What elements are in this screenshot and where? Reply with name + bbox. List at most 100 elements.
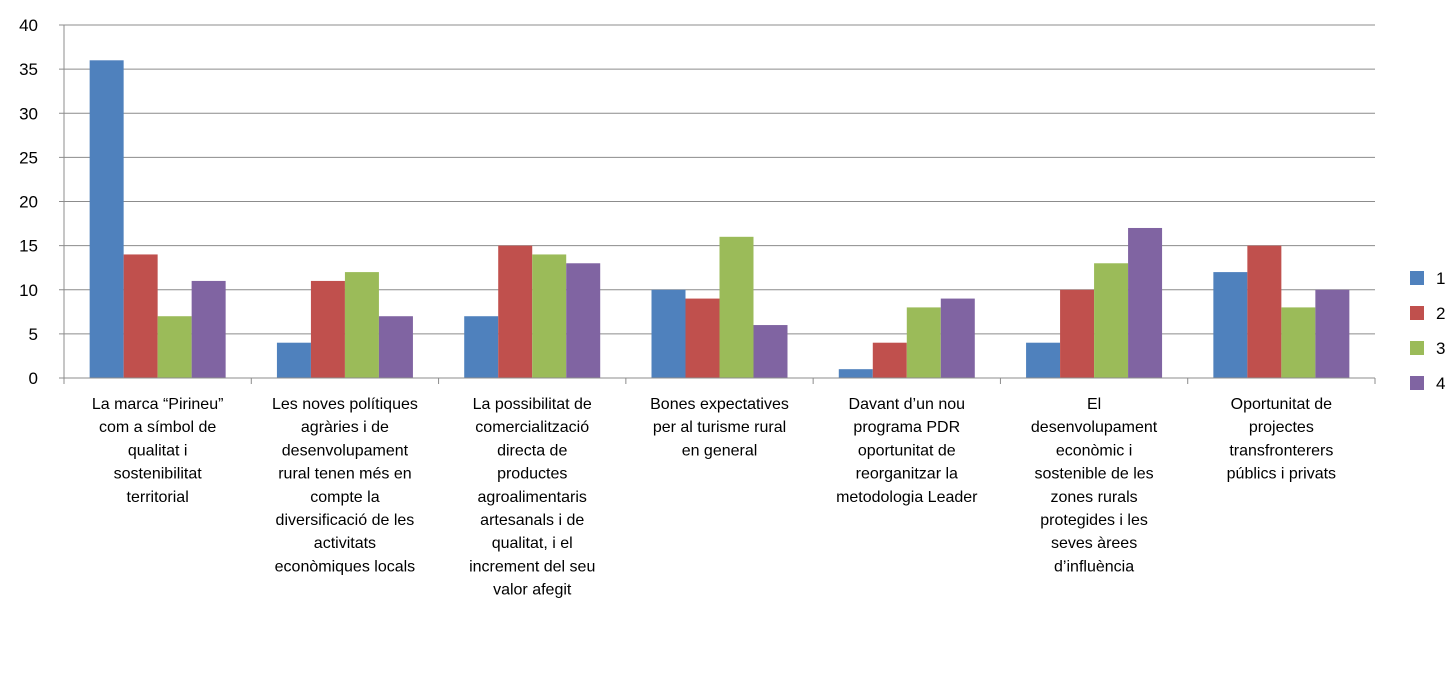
category-label-line: territorial xyxy=(127,489,189,506)
bar-series-2 xyxy=(685,298,720,378)
category-label-line: agroalimentaris xyxy=(478,489,587,506)
category-label-line: desenvolupament xyxy=(282,442,409,459)
category-label-line: qualitat i xyxy=(128,442,188,459)
category-label-line: La marca “Pirineu” xyxy=(92,396,224,413)
bar-series-1 xyxy=(464,316,499,378)
bar-series-4 xyxy=(1128,227,1163,378)
category-label-line: productes xyxy=(497,466,567,483)
category-label-line: metodologia Leader xyxy=(836,489,978,506)
category-label-line: protegides i les xyxy=(1040,512,1148,529)
category-label-line: econòmic i xyxy=(1056,442,1132,459)
legend-label-1: 1 xyxy=(1436,269,1445,288)
y-tick-label: 30 xyxy=(19,104,38,123)
category-label: Oportunitat de projectes transfronterers pú… xyxy=(1227,396,1336,483)
legend-swatch-1 xyxy=(1410,271,1424,285)
bar-series-4 xyxy=(1315,289,1350,378)
category-label-line: econòmiques locals xyxy=(275,558,416,575)
category-label-line: directa de xyxy=(497,442,567,459)
bar-series-2 xyxy=(310,280,345,378)
bar-series-1 xyxy=(651,289,686,378)
bar-series-3 xyxy=(1281,307,1316,378)
legend-label-2: 2 xyxy=(1436,304,1445,323)
bar-series-1 xyxy=(89,60,124,379)
legend-swatch-2 xyxy=(1410,306,1424,320)
legend-swatch-3 xyxy=(1410,341,1424,355)
category-label-line: Oportunitat de xyxy=(1231,396,1333,413)
bar-series-4 xyxy=(753,325,788,378)
category-label-line: diversificació de les xyxy=(276,512,415,529)
legend: 1 2 3 4 xyxy=(1410,269,1445,393)
y-tick-label: 20 xyxy=(19,193,38,212)
bar-series-3 xyxy=(719,236,754,378)
bars xyxy=(89,60,1350,379)
category-label-line: Les noves polítiques xyxy=(272,396,418,413)
category-label-line: transfronterers xyxy=(1229,442,1333,459)
category-label: El desenvolupament econòmic i sostenible de… xyxy=(1031,396,1158,575)
category-label-line: qualitat, i el xyxy=(492,535,573,552)
category-label: Davant d’un nou programa PDR oportunitat d… xyxy=(836,396,978,506)
category-label-line: projectes xyxy=(1249,419,1314,436)
category-label: Bones expectatives per al turisme rural en… xyxy=(650,396,789,459)
category-label-line: compte la xyxy=(310,489,379,506)
bar-series-4 xyxy=(566,263,601,378)
category-label: Les noves polítiques agràries i de desenvo… xyxy=(272,396,418,575)
bar-series-4 xyxy=(378,316,413,378)
bar-series-2 xyxy=(498,245,533,378)
category-label-line: sostenibilitat xyxy=(114,466,203,483)
bar-series-3 xyxy=(532,254,567,378)
bar-series-3 xyxy=(1094,263,1129,378)
category-label-line: en general xyxy=(682,442,758,459)
category-label-line: valor afegit xyxy=(493,582,572,599)
legend-label-3: 3 xyxy=(1436,339,1445,358)
y-tick-label: 40 xyxy=(19,16,38,35)
bar-series-1 xyxy=(1026,342,1061,378)
legend-swatch-4 xyxy=(1410,376,1424,390)
y-tick-label: 5 xyxy=(29,325,38,344)
bar-series-2 xyxy=(1060,289,1095,378)
category-label-line: Davant d’un nou xyxy=(849,396,966,413)
category-label-line: rural tenen més en xyxy=(278,466,411,483)
category-label-line: zones rurals xyxy=(1050,489,1137,506)
bar-series-1 xyxy=(276,342,311,378)
bar-series-1 xyxy=(838,369,873,378)
category-label-line: El xyxy=(1087,396,1101,413)
category-label: La marca “Pirineu” com a símbol de qualita… xyxy=(92,396,224,506)
bar-series-3 xyxy=(157,316,192,378)
category-label-line: La possibilitat de xyxy=(473,396,592,413)
bar-series-1 xyxy=(1213,272,1248,378)
category-label-line: d’influència xyxy=(1054,558,1134,575)
category-label-line: desenvolupament xyxy=(1031,419,1158,436)
category-label-line: Bones expectatives xyxy=(650,396,789,413)
category-label-line: com a símbol de xyxy=(99,419,216,436)
category-label-line: increment del seu xyxy=(469,558,595,575)
bar-series-4 xyxy=(940,298,975,378)
category-label-line: públics i privats xyxy=(1227,466,1336,483)
legend-label-4: 4 xyxy=(1436,374,1445,393)
y-tick-label: 15 xyxy=(19,237,38,256)
axes xyxy=(59,24,1376,384)
category-label-line: activitats xyxy=(314,535,376,552)
category-label-line: per al turisme rural xyxy=(653,419,786,436)
bar-series-4 xyxy=(191,280,226,378)
category-label-line: seves àrees xyxy=(1051,535,1137,552)
category-labels: La marca “Pirineu” com a símbol de qualita… xyxy=(92,396,1336,599)
bar-series-2 xyxy=(1247,245,1282,378)
y-tick-label: 0 xyxy=(29,369,38,388)
category-label-line: sostenible de les xyxy=(1034,466,1153,483)
y-tick-labels: 0 5 10 15 20 25 30 35 40 xyxy=(19,16,38,388)
y-tick-label: 35 xyxy=(19,60,38,79)
bar-series-2 xyxy=(123,254,158,378)
category-label-line: comercialització xyxy=(475,419,589,436)
y-tick-label: 25 xyxy=(19,148,38,167)
category-label-line: oportunitat de xyxy=(858,442,956,459)
category-label-line: reorganitzar la xyxy=(856,466,958,483)
bar-series-2 xyxy=(872,342,907,378)
category-label-line: artesanals i de xyxy=(480,512,584,529)
category-label-line: programa PDR xyxy=(853,419,960,436)
bar-series-3 xyxy=(344,272,379,378)
bar-series-3 xyxy=(906,307,941,378)
category-label: La possibilitat de comercialització direct… xyxy=(469,396,595,599)
category-label-line: agràries i de xyxy=(301,419,389,436)
y-tick-label: 10 xyxy=(19,281,38,300)
